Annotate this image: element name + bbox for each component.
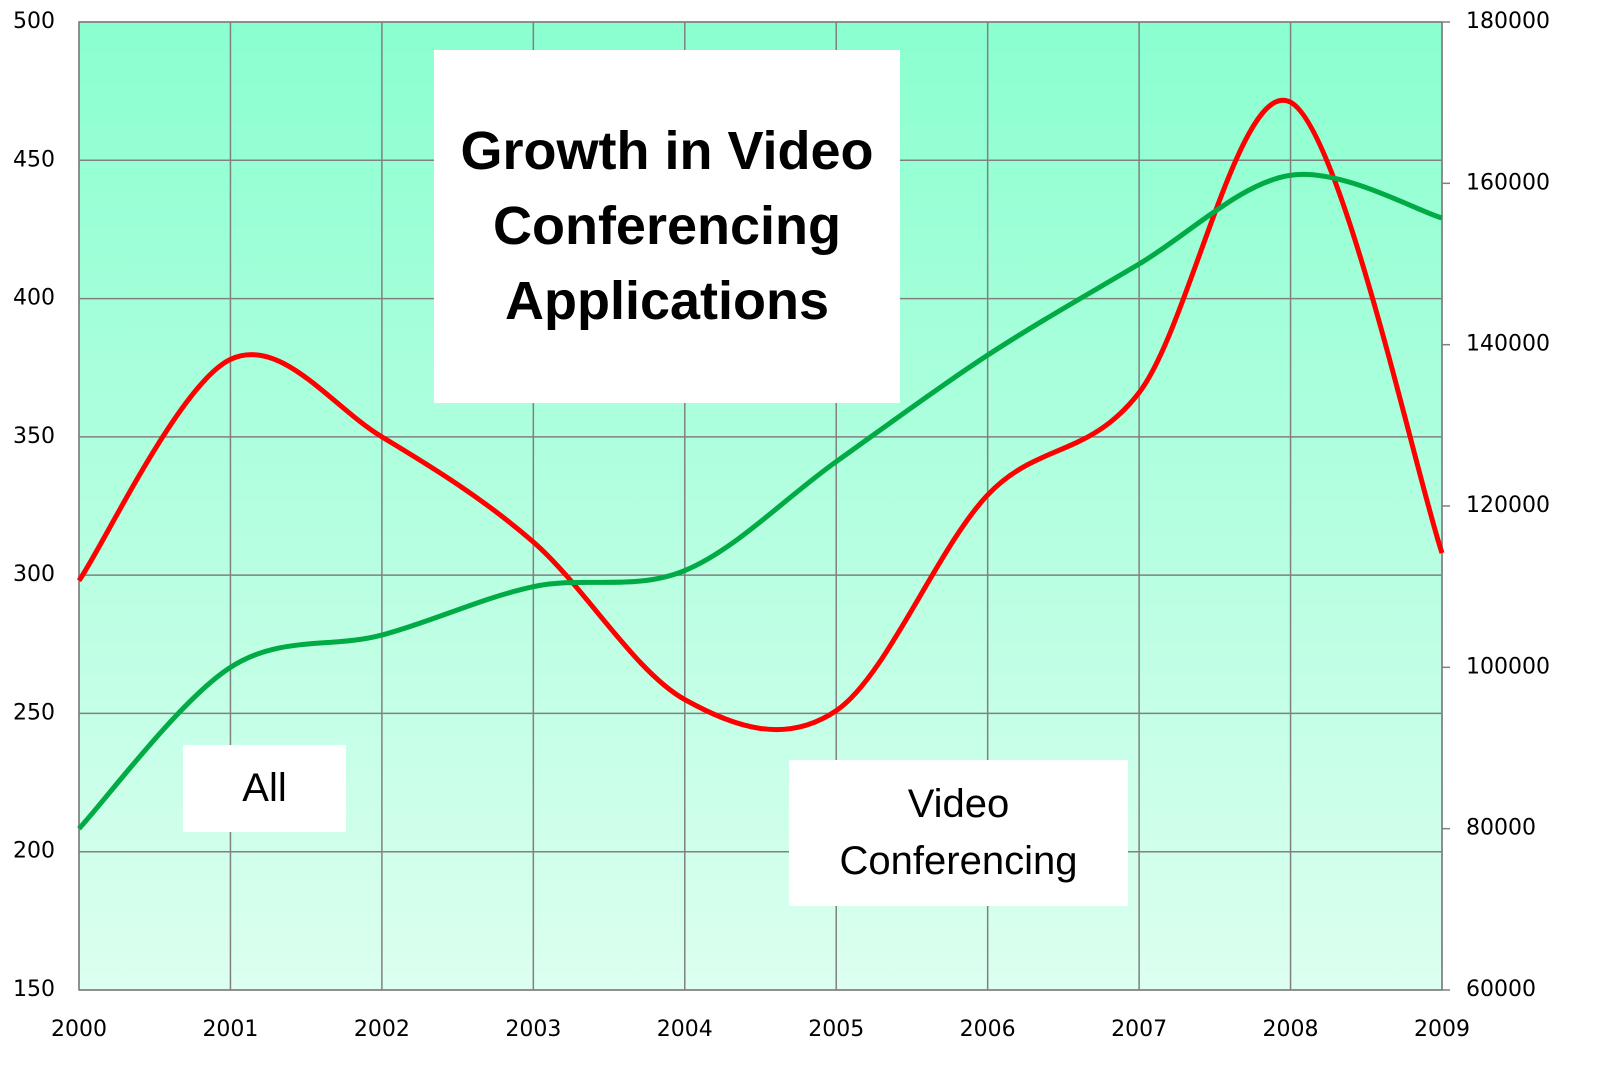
y2-tick-label: 140000 xyxy=(1466,332,1550,357)
x-tick-label: 2001 xyxy=(202,1017,258,1042)
y-tick-label: 400 xyxy=(13,286,55,311)
plot-border xyxy=(78,21,1443,991)
y-tick-label: 250 xyxy=(13,700,55,725)
x-tick-label: 2002 xyxy=(354,1017,410,1042)
series-label: All xyxy=(183,745,346,832)
x-tick-label: 2004 xyxy=(657,1017,713,1042)
y2-tick-label: 80000 xyxy=(1466,816,1536,841)
series-line xyxy=(77,171,1443,831)
x-tick-label: 2000 xyxy=(51,1017,107,1042)
x-tick-label: 2008 xyxy=(1263,1017,1319,1042)
x-tick-label: 2005 xyxy=(808,1017,864,1042)
y2-tick-label: 60000 xyxy=(1466,977,1536,1002)
x-tick-label: 2003 xyxy=(505,1017,561,1042)
y2-tick-label: 160000 xyxy=(1466,170,1550,195)
y-tick-label: 500 xyxy=(13,9,55,34)
y-tick-label: 450 xyxy=(13,147,55,172)
series-line xyxy=(76,97,1445,732)
y-tick-label: 150 xyxy=(13,977,55,1002)
chart-title: Growth in Video Conferencing Application… xyxy=(434,50,900,403)
y2-tick-label: 100000 xyxy=(1466,654,1550,679)
x-tick-label: 2007 xyxy=(1111,1017,1167,1042)
y2-tick-label: 120000 xyxy=(1466,493,1550,518)
y-tick-label: 350 xyxy=(13,424,55,449)
y-tick-label: 200 xyxy=(13,839,55,864)
series-label: Video Conferencing xyxy=(789,760,1128,906)
x-tick-label: 2006 xyxy=(960,1017,1016,1042)
x-tick-label: 2009 xyxy=(1414,1017,1470,1042)
y2-tick-label: 180000 xyxy=(1466,9,1550,34)
y-tick-label: 300 xyxy=(13,562,55,587)
